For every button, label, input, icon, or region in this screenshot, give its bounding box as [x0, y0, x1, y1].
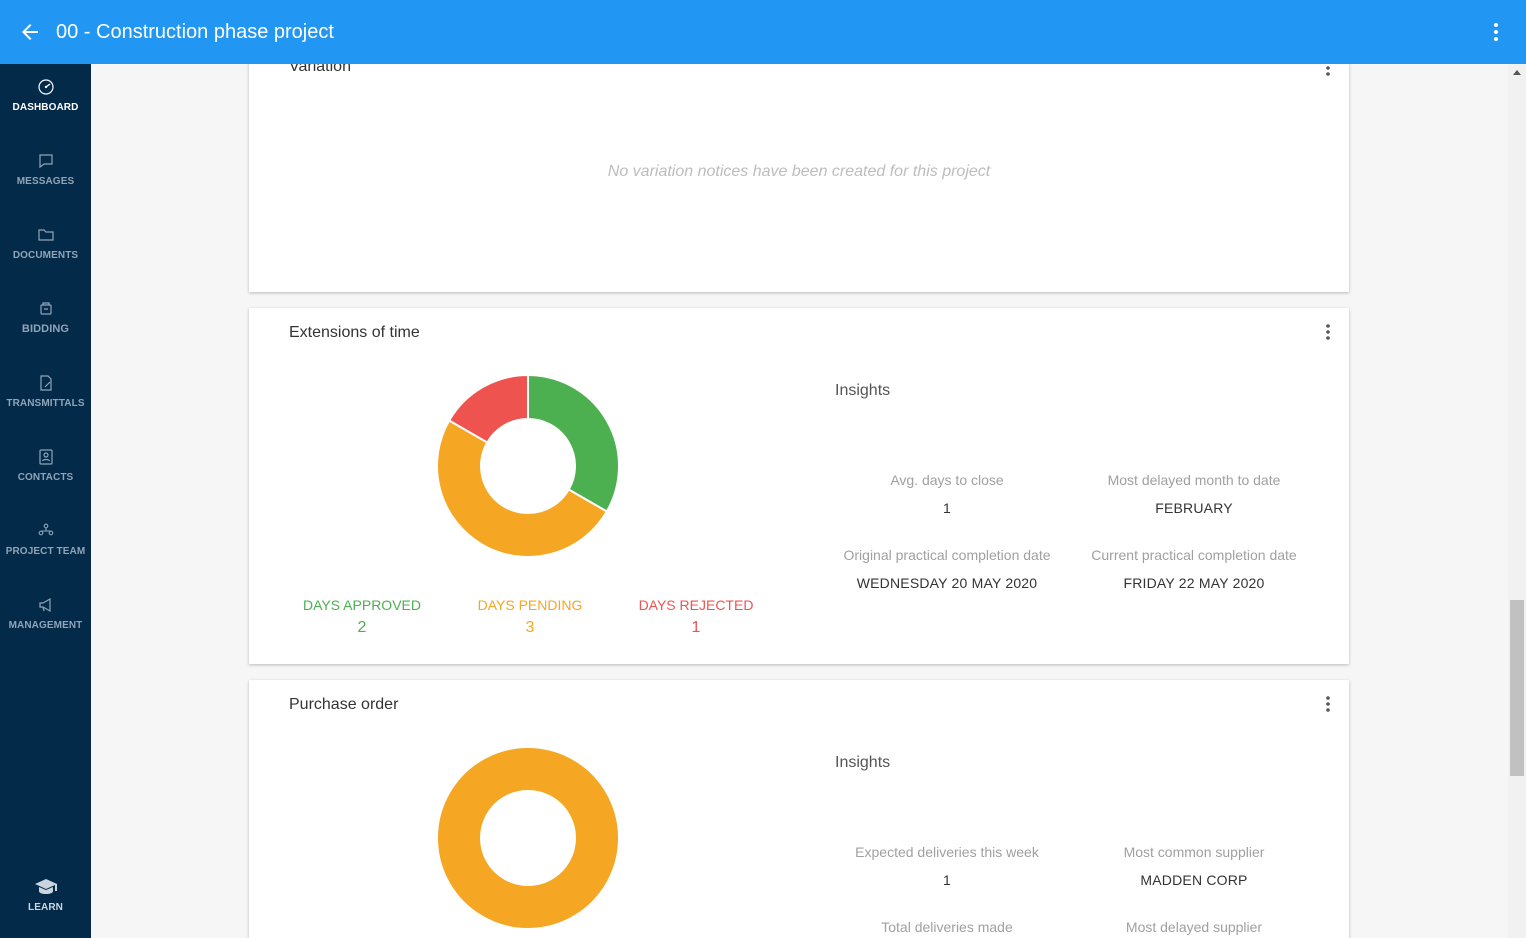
card-menu-icon[interactable]: [1323, 64, 1333, 78]
sidebar-item-label: CONTACTS: [17, 472, 74, 483]
scrollbar-thumb[interactable]: [1510, 600, 1524, 776]
legend-value: 2: [357, 619, 367, 636]
legend-label: DAYS APPROVED: [302, 597, 421, 613]
purchase-order-donut-chart: [436, 746, 620, 930]
message-icon: [38, 154, 53, 169]
card-menu-icon[interactable]: [1323, 694, 1333, 714]
sidebar-item-label: PROJECT TEAM: [5, 546, 86, 557]
stat-label: Current practical completion date: [1091, 547, 1297, 563]
sidebar-item-label: TRANSMITTALS: [6, 398, 85, 409]
purchase-order-slice-0[interactable]: [436, 746, 620, 930]
sidebar-item-label: LEARN: [28, 902, 63, 913]
sidebar-item-project-team[interactable]: PROJECT TEAM: [0, 508, 91, 578]
stat-label: Expected deliveries this week: [855, 844, 1039, 860]
legend-days-pending: DAYS PENDING 3: [440, 597, 620, 637]
more-options-icon[interactable]: [1484, 20, 1508, 44]
sidebar-item-dashboard[interactable]: DASHBOARD: [0, 64, 91, 134]
project-title: 00 - Construction phase project: [56, 21, 334, 43]
legend-label: DAYS PENDING: [477, 597, 583, 613]
sidebar-item-label: DASHBOARD: [12, 102, 79, 113]
stat-value: FRIDAY 22 MAY 2020: [1123, 575, 1265, 591]
variation-title: Variation: [289, 64, 351, 75]
vertical-scrollbar[interactable]: [1508, 64, 1526, 938]
stat-label: Most delayed month to date: [1107, 472, 1281, 488]
legend-days-approved: DAYS APPROVED 2: [272, 597, 452, 637]
sidebar-item-contacts[interactable]: CONTACTS: [0, 434, 91, 504]
extensions-of-time-card: Extensions of time DAYS APPROVED 2 DAYS …: [249, 308, 1349, 664]
team-icon: [38, 523, 53, 536]
purchase-order-title: Purchase order: [289, 696, 399, 713]
back-arrow-icon[interactable]: [18, 20, 42, 44]
contacts-icon: [38, 449, 53, 465]
sidebar-item-label: BIDDING: [21, 323, 70, 335]
sidebar: DASHBOARD MESSAGES DOCUMENTS BIDDING TRA…: [0, 64, 91, 938]
stat-value: 1: [943, 500, 951, 516]
stat-value: FEBRUARY: [1155, 500, 1233, 516]
folder-icon: [37, 229, 54, 241]
eot-slice-0[interactable]: [527, 374, 620, 513]
sidebar-item-learn[interactable]: LEARN: [0, 864, 91, 934]
sidebar-item-bidding[interactable]: BIDDING: [0, 285, 91, 355]
stat-label: Original practical completion date: [843, 547, 1051, 563]
legend-days-rejected: DAYS REJECTED 1: [606, 597, 786, 637]
stat-current-completion-date: Current practical completion date FRIDAY…: [1074, 547, 1314, 591]
stat-total-deliveries: Total deliveries made: [827, 919, 1067, 938]
variation-card: Variation No variation notices have been…: [249, 64, 1349, 292]
stat-avg-days-to-close: Avg. days to close 1: [827, 472, 1067, 516]
graduation-cap-icon: [34, 879, 57, 894]
app-header: 00 - Construction phase project: [0, 0, 1526, 64]
stat-most-delayed-supplier: Most delayed supplier: [1074, 919, 1314, 938]
bidding-icon: [39, 302, 52, 315]
legend-label: DAYS REJECTED: [638, 597, 754, 613]
stat-value: WEDNESDAY 20 MAY 2020: [856, 575, 1038, 591]
insights-heading: Insights: [835, 382, 891, 399]
eot-title: Extensions of time: [289, 324, 420, 341]
dashboard-content: Variation No variation notices have been…: [91, 64, 1508, 938]
sidebar-item-transmittals[interactable]: TRANSMITTALS: [0, 360, 91, 430]
legend-value: 1: [691, 619, 701, 636]
stat-most-common-supplier: Most common supplier MADDEN CORP: [1074, 844, 1314, 888]
stat-original-completion-date: Original practical completion date WEDNE…: [827, 547, 1067, 591]
insights-heading: Insights: [835, 754, 891, 771]
stat-label: Total deliveries made: [881, 919, 1013, 935]
dashboard-gauge-icon: [37, 79, 54, 95]
sidebar-item-documents[interactable]: DOCUMENTS: [0, 212, 91, 282]
sidebar-item-management[interactable]: MANAGEMENT: [0, 582, 91, 652]
card-menu-icon[interactable]: [1323, 322, 1333, 342]
sidebar-item-messages[interactable]: MESSAGES: [0, 138, 91, 208]
sidebar-item-label: MANAGEMENT: [8, 620, 83, 631]
stat-expected-deliveries: Expected deliveries this week 1: [827, 844, 1067, 888]
transmittal-icon: [39, 375, 52, 391]
stat-label: Most delayed supplier: [1125, 919, 1263, 935]
stat-label: Avg. days to close: [890, 472, 1004, 488]
stat-label: Most common supplier: [1123, 844, 1265, 860]
stat-value: MADDEN CORP: [1140, 872, 1248, 888]
variation-empty-message: No variation notices have been created f…: [607, 163, 991, 180]
eot-donut-chart: [436, 374, 620, 558]
sidebar-item-label: MESSAGES: [16, 176, 75, 187]
stat-most-delayed-month: Most delayed month to date FEBRUARY: [1074, 472, 1314, 516]
sidebar-item-label: DOCUMENTS: [12, 250, 79, 261]
eot-slice-2[interactable]: [447, 374, 529, 444]
purchase-order-card: Purchase order Insights Expected deliver…: [249, 680, 1349, 938]
eot-slice-1[interactable]: [436, 419, 609, 558]
legend-value: 3: [525, 619, 535, 636]
scroll-up-arrow-icon[interactable]: [1513, 70, 1521, 75]
megaphone-icon: [38, 597, 51, 613]
stat-value: 1: [943, 872, 951, 888]
